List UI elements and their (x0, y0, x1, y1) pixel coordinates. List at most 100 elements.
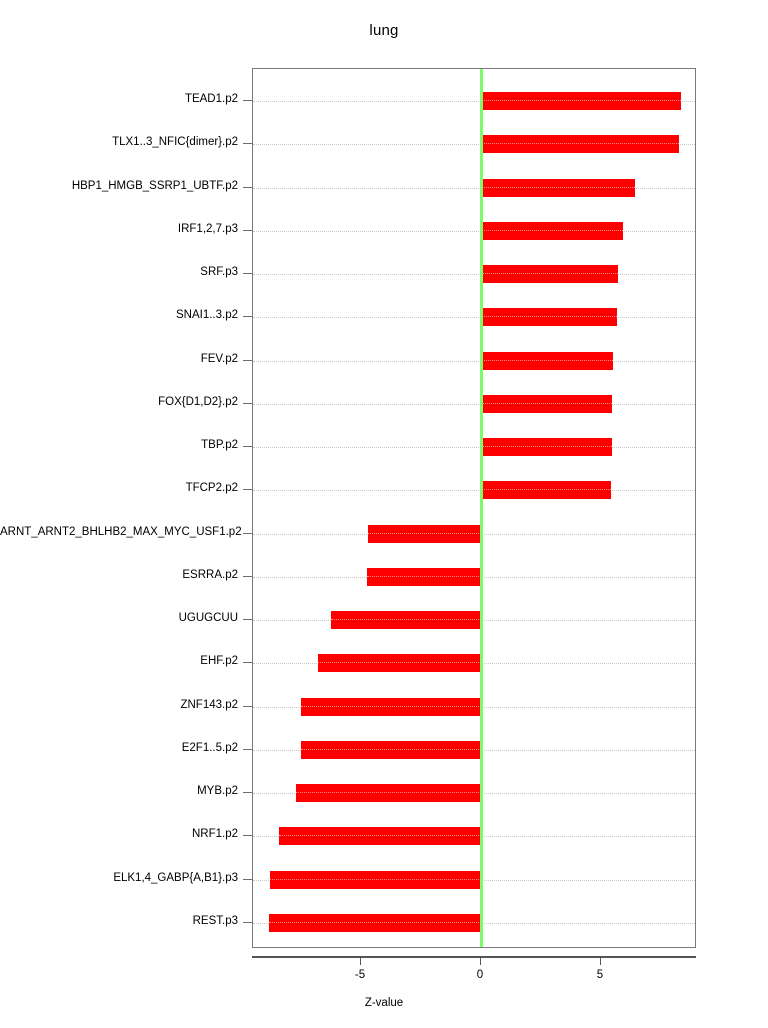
y-tick-mark (243, 705, 252, 707)
gridline (253, 360, 695, 362)
bar (481, 92, 682, 110)
y-tick-mark (243, 316, 252, 318)
bar (301, 740, 481, 759)
bar-inner-dash (317, 662, 481, 664)
y-tick-mark (243, 878, 252, 880)
y-tick-mark (243, 748, 252, 750)
x-tick-label: 0 (476, 969, 484, 981)
y-tick-label: TLX1..3_NFIC{dimer}.p2 (112, 136, 238, 149)
bar (481, 265, 618, 284)
bar-inner-dash (481, 229, 623, 231)
x-axis-title: Z-value (364, 997, 404, 1009)
bar-inner-dash (481, 143, 679, 145)
y-tick-label: IRF1,2,7.p3 (177, 222, 238, 235)
bar (367, 567, 481, 586)
bar-inner-dash (481, 316, 618, 318)
bar (481, 135, 679, 154)
x-tick-mark (480, 956, 481, 965)
y-tick-label: E2F1..5.p2 (181, 741, 238, 754)
bar (481, 394, 612, 413)
gridline (253, 317, 695, 319)
y-tick-mark (243, 619, 252, 621)
y-tick-mark (243, 575, 252, 577)
y-tick-label: ESRRA.p2 (182, 568, 238, 581)
y-tick-label: TBP.p2 (201, 439, 238, 452)
bar (481, 438, 612, 457)
y-tick-mark (243, 402, 252, 404)
plot-panel (252, 68, 696, 948)
y-tick-label: HBP1_HMGB_SSRP1_UBTF.p2 (71, 179, 238, 192)
y-tick-label: FEV.p2 (200, 352, 238, 365)
bar-inner-dash (481, 359, 613, 361)
bar-inner-dash (481, 186, 635, 188)
y-tick-label: ZNF143.p2 (180, 698, 238, 711)
y-tick-label: REST.p3 (192, 915, 238, 927)
y-tick-label: UGUGCUU (178, 612, 238, 625)
y-tick-mark (243, 792, 252, 794)
gridline (253, 101, 695, 102)
gridline (253, 447, 695, 449)
gridline (253, 144, 695, 146)
y-tick-mark (243, 100, 252, 101)
y-tick-mark (243, 489, 252, 491)
bar-inner-dash (481, 402, 612, 404)
y-tick-mark (243, 273, 252, 275)
bar (368, 524, 481, 543)
bar (481, 308, 618, 327)
y-tick-label: TEAD1.p2 (184, 93, 238, 105)
bar-inner-dash (301, 748, 481, 750)
gridline (253, 274, 695, 276)
bar (301, 697, 481, 716)
y-tick-mark (243, 835, 252, 837)
y-tick-mark (243, 446, 252, 448)
bar-inner-dash (481, 489, 612, 491)
y-tick-mark (243, 922, 252, 923)
y-tick-label: SNAI1..3.p2 (175, 309, 238, 322)
y-tick-mark (243, 186, 252, 188)
y-tick-label: TFCP2.p2 (185, 482, 238, 495)
bar-inner-dash (279, 835, 481, 837)
gridline (253, 490, 695, 492)
bar-inner-dash (268, 922, 481, 923)
x-tick-label: 5 (596, 969, 604, 981)
y-tick-mark (243, 359, 252, 361)
x-tick-label: -5 (354, 969, 366, 981)
bar-inner-dash (331, 619, 481, 621)
y-tick-mark (243, 532, 252, 534)
x-tick-mark (600, 956, 601, 965)
bar-inner-dash (481, 446, 612, 448)
y-tick-label: NRF1.p2 (191, 828, 238, 841)
bar-inner-dash (301, 705, 481, 707)
y-tick-mark (243, 662, 252, 664)
x-axis-line (252, 956, 696, 958)
zero-reference-line (480, 69, 483, 947)
y-tick-label: MYB.p2 (197, 785, 238, 798)
bar (481, 221, 623, 240)
bar (279, 827, 481, 846)
bar-inner-dash (269, 878, 481, 880)
y-tick-label: EHF.p2 (200, 655, 238, 668)
y-tick-mark (243, 229, 252, 231)
bar (296, 784, 481, 803)
bar (481, 351, 613, 370)
bar-inner-dash (296, 792, 481, 794)
bar-inner-dash (368, 532, 481, 534)
bar (331, 611, 481, 630)
bar-inner-dash (481, 273, 618, 275)
bar (317, 654, 481, 673)
bar-inner-dash (481, 100, 682, 101)
x-tick-mark (360, 956, 361, 965)
y-tick-label: SRF.p3 (200, 266, 238, 279)
bar (268, 914, 481, 932)
chart-title: lung (369, 22, 399, 39)
y-tick-label: FOX{D1,D2}.p2 (158, 395, 238, 408)
y-tick-label: ARNT_ARNT2_BHLHB2_MAX_MYC_USF1.p2 (0, 525, 242, 538)
y-tick-label: ELK1,4_GABP{A,B1}.p3 (113, 871, 238, 884)
gridline (253, 230, 695, 232)
bar (269, 870, 481, 889)
bar (481, 178, 635, 197)
gridline (253, 187, 695, 189)
bar (481, 481, 612, 500)
y-tick-mark (243, 143, 252, 145)
